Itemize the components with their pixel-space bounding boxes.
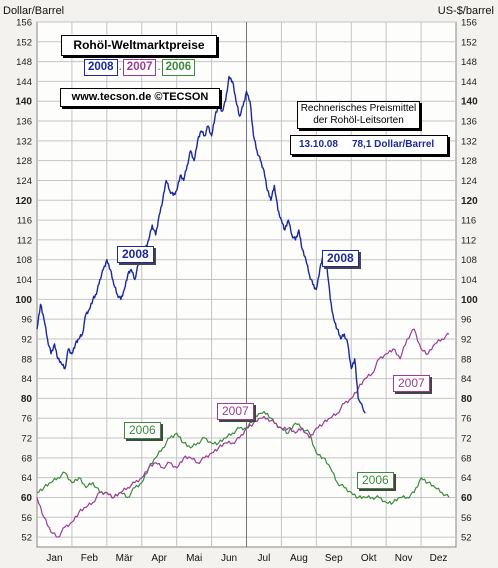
y-tick-label-right: 148 <box>461 57 477 68</box>
y-tick-label: 104 <box>16 275 32 286</box>
legend-2007: 2007 <box>122 59 157 76</box>
y-tick-label: 52 <box>21 533 32 544</box>
series-line-2007 <box>36 328 450 538</box>
y-tick-label: 56 <box>21 513 32 524</box>
y-tick-label: 72 <box>21 434 32 445</box>
current-date: 13.10.08 <box>299 139 338 150</box>
legend-separator: . <box>118 61 122 73</box>
x-tick-label: Apr <box>151 553 167 564</box>
series-tag-2007: 2007 <box>393 375 430 392</box>
y-tick-label: 84 <box>21 374 32 385</box>
x-tick-label: Nov <box>395 553 413 564</box>
left-unit-label: Dollar/Barrel <box>3 5 64 17</box>
x-tick-label: Jun <box>221 553 237 564</box>
y-tick-label: 80 <box>21 394 33 405</box>
current-price-box: 13.10.08 78,1 Dollar/Barrel <box>290 135 448 155</box>
note-line-1: Rechnerisches Preismittel <box>300 103 417 114</box>
x-tick-label: Aug <box>290 553 308 564</box>
y-tick-label: 152 <box>16 37 32 48</box>
y-tick-label: 136 <box>16 117 32 128</box>
y-tick-label: 128 <box>16 156 32 167</box>
y-tick-label-right: 100 <box>461 295 478 306</box>
right-unit-label: US-$/barrel <box>438 5 494 17</box>
y-tick-label-right: 108 <box>461 255 477 266</box>
y-tick-label: 68 <box>21 453 32 464</box>
y-tick-label: 116 <box>17 216 32 227</box>
y-tick-label-right: 128 <box>461 156 477 167</box>
x-tick-label: Jul <box>258 553 271 564</box>
y-tick-label-right: 64 <box>461 473 472 484</box>
y-tick-label: 144 <box>16 77 32 88</box>
chart-title: Rohöl-Weltmarktpreise <box>61 35 217 56</box>
price-note: Rechnerisches Preismittel der Rohöl-Leit… <box>297 101 420 129</box>
y-tick-label: 88 <box>21 354 32 365</box>
legend: 2008. 2007. 2006 <box>84 59 196 76</box>
series-tag-2008: 2008 <box>322 250 359 267</box>
y-tick-label-right: 76 <box>461 414 472 425</box>
y-tick-label-right: 92 <box>461 334 472 345</box>
legend-2008: 2008 <box>84 59 118 76</box>
y-tick-label-right: 96 <box>461 315 472 326</box>
y-tick-label: 76 <box>21 414 32 425</box>
y-axis-right: 52 56 60 64 68 72 76 80 84 88 92 96 100 104 108 112 116 1… <box>461 18 478 544</box>
x-axis: Jan Feb Mär Apr Mai Jun Jul Aug Sep Okt Nov Dez <box>46 553 447 564</box>
x-tick-label: Mär <box>116 553 134 564</box>
y-tick-label: 156 <box>16 18 32 29</box>
series-lines <box>36 75 450 538</box>
y-tick-label-right: 116 <box>461 216 476 227</box>
x-tick-label: Okt <box>361 553 377 564</box>
current-value: 78,1 Dollar/Barrel <box>351 139 435 150</box>
series-tag-2008: 2008 <box>117 246 154 263</box>
x-tick-label: Mai <box>186 553 202 564</box>
y-tick-label-right: 152 <box>461 37 477 48</box>
y-tick-label-right: 72 <box>461 434 472 445</box>
x-tick-label: Sep <box>325 553 343 564</box>
series-tag-2007: 2007 <box>217 403 254 420</box>
y-tick-label: 64 <box>21 473 32 484</box>
y-tick-label-right: 136 <box>461 117 477 128</box>
y-tick-label-right: 60 <box>461 493 473 504</box>
y-tick-label-right: 52 <box>461 533 472 544</box>
y-tick-label: 112 <box>17 235 32 246</box>
y-tick-label-right: 144 <box>461 77 477 88</box>
source-label: www.tecson.de ©TECSON <box>60 88 220 107</box>
y-tick-label-right: 140 <box>461 97 478 108</box>
y-tick-label: 100 <box>15 295 32 306</box>
y-tick-label: 140 <box>15 97 32 108</box>
y-tick-label-right: 68 <box>461 453 472 464</box>
y-tick-label-right: 88 <box>461 354 472 365</box>
legend-separator: . <box>157 61 161 73</box>
y-tick-label: 148 <box>16 57 32 68</box>
y-tick-label-right: 112 <box>461 235 476 246</box>
y-tick-label-right: 124 <box>461 176 477 187</box>
y-tick-label: 120 <box>15 196 32 207</box>
x-tick-label: Jan <box>46 553 62 564</box>
x-tick-label: Feb <box>81 553 99 564</box>
y-tick-label: 96 <box>21 315 32 326</box>
x-tick-label: Dez <box>430 553 448 564</box>
y-tick-label: 60 <box>21 493 33 504</box>
series-tag-2006: 2006 <box>357 472 394 489</box>
y-tick-label: 132 <box>16 136 32 147</box>
y-axis-left: 52 56 60 64 68 72 76 80 84 88 92 96 100 104 108 112 116 1… <box>15 18 32 544</box>
y-tick-label-right: 84 <box>461 374 472 385</box>
y-tick-label-right: 120 <box>461 196 478 207</box>
y-tick-label-right: 132 <box>461 136 477 147</box>
y-tick-label-right: 56 <box>461 513 472 524</box>
y-tick-label: 108 <box>16 255 32 266</box>
y-tick-label-right: 156 <box>461 18 477 29</box>
note-line-2: der Rohöl-Leitsorten <box>313 115 404 126</box>
series-line-2008 <box>36 75 366 414</box>
legend-2006: 2006 <box>161 59 196 76</box>
y-tick-label: 92 <box>21 334 32 345</box>
y-tick-label: 124 <box>16 176 32 187</box>
series-tag-2006: 2006 <box>124 422 161 439</box>
y-tick-label-right: 80 <box>461 394 473 405</box>
y-tick-label-right: 104 <box>461 275 477 286</box>
